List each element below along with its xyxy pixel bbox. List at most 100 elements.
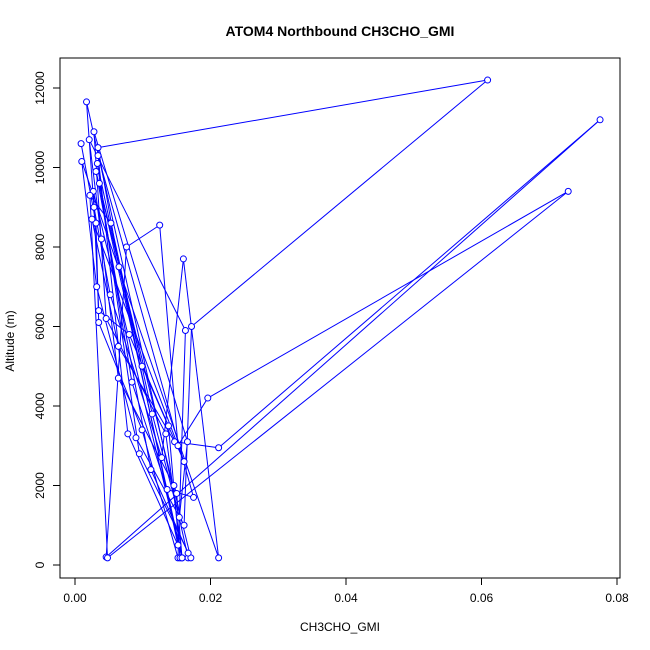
data-point [215, 444, 223, 452]
y-axis-label: Altitude (m) [3, 310, 17, 371]
data-point [132, 434, 140, 442]
data-point [102, 315, 110, 323]
data-point [94, 144, 102, 152]
x-tick-label: 0.00 [63, 591, 87, 605]
data-point [184, 549, 192, 557]
series-line-segment [96, 163, 179, 546]
data-point [174, 442, 182, 450]
series-line-segment [81, 161, 220, 559]
data-point [178, 554, 186, 562]
data-point [86, 191, 94, 199]
series-line-segment [207, 190, 569, 399]
data-point [115, 263, 123, 271]
y-tick-label: 2000 [33, 472, 47, 499]
data-point [125, 330, 133, 338]
data-point [92, 219, 100, 227]
data-point [104, 554, 112, 562]
series-line-segment [191, 79, 488, 327]
x-tick-label: 0.04 [334, 591, 358, 605]
data-point [93, 283, 101, 291]
series-line-segment [159, 225, 179, 446]
data-point [147, 466, 155, 474]
data-point [77, 140, 85, 148]
data-point [174, 541, 182, 549]
data-point [114, 342, 122, 350]
data-point [138, 426, 146, 434]
series-line-segment [110, 223, 153, 415]
data-point [135, 450, 143, 458]
data-point [204, 394, 212, 402]
data-point [90, 128, 98, 136]
x-axis-label: CH3CHO_GMI [300, 620, 380, 634]
data-point [564, 187, 572, 195]
y-tick-label: 8000 [33, 233, 47, 260]
data-point [94, 152, 102, 160]
data-point [92, 167, 100, 175]
x-tick-label: 0.02 [199, 591, 223, 605]
y-tick-label: 4000 [33, 392, 47, 419]
series-line-segment [150, 469, 189, 554]
data-point [90, 203, 98, 211]
x-tick-label: 0.06 [470, 591, 494, 605]
data-point [106, 291, 114, 299]
data-point [596, 116, 604, 124]
series-line-segment [165, 433, 183, 558]
data-point [181, 326, 189, 334]
data-point [190, 493, 198, 501]
data-point [158, 454, 166, 462]
series-line-segment [95, 171, 152, 470]
data-point [88, 215, 96, 223]
series-line-segment [91, 218, 185, 462]
data-point [188, 323, 196, 330]
data-point [78, 158, 86, 166]
data-point [93, 160, 101, 168]
data-point [85, 136, 93, 144]
series-line-segment [183, 326, 193, 526]
y-tick-label: 10000 [33, 150, 47, 184]
series-line-segment [107, 190, 569, 559]
series-line-segment [141, 429, 179, 558]
series-line-segment [166, 488, 194, 498]
data-point [173, 489, 181, 497]
y-tick-label: 12000 [33, 71, 47, 105]
data-point [484, 76, 492, 84]
series-line-segment [177, 397, 209, 447]
data-point [107, 219, 115, 227]
data-point [183, 438, 191, 446]
data-point [138, 362, 146, 370]
data-point [95, 307, 103, 315]
data-point [122, 243, 130, 251]
data-point [97, 235, 105, 243]
series-line-segment [88, 139, 186, 331]
series-line-segment [97, 79, 488, 149]
series-line-segment [81, 161, 98, 287]
data-point [156, 221, 164, 229]
series-line-segment [96, 163, 140, 454]
data-point [163, 485, 171, 493]
data-point [128, 378, 136, 386]
series-line-segment [117, 377, 175, 486]
series-line-segment [96, 286, 137, 438]
chart-title: ATOM4 Northbound CH3CHO_GMI [226, 23, 455, 39]
series-line-segment [126, 224, 160, 248]
data-point [180, 458, 188, 466]
data-point [175, 513, 183, 521]
series-line-segment [174, 441, 219, 449]
data-point [95, 319, 103, 327]
y-tick-label: 6000 [33, 313, 47, 340]
series-line-segment [178, 441, 188, 518]
data-point [95, 179, 103, 187]
series-line-segment [89, 195, 109, 558]
y-tick-label: 0 [33, 561, 47, 568]
data-point [180, 521, 188, 529]
series-line-segment [91, 219, 119, 347]
series-line-segment [105, 119, 601, 558]
data-point [170, 482, 178, 489]
plot-frame [59, 57, 621, 579]
series-line-segment [218, 119, 601, 449]
series-line-segment [105, 246, 127, 558]
data-point [162, 430, 170, 438]
data-point [114, 374, 122, 382]
data-point [179, 255, 187, 263]
